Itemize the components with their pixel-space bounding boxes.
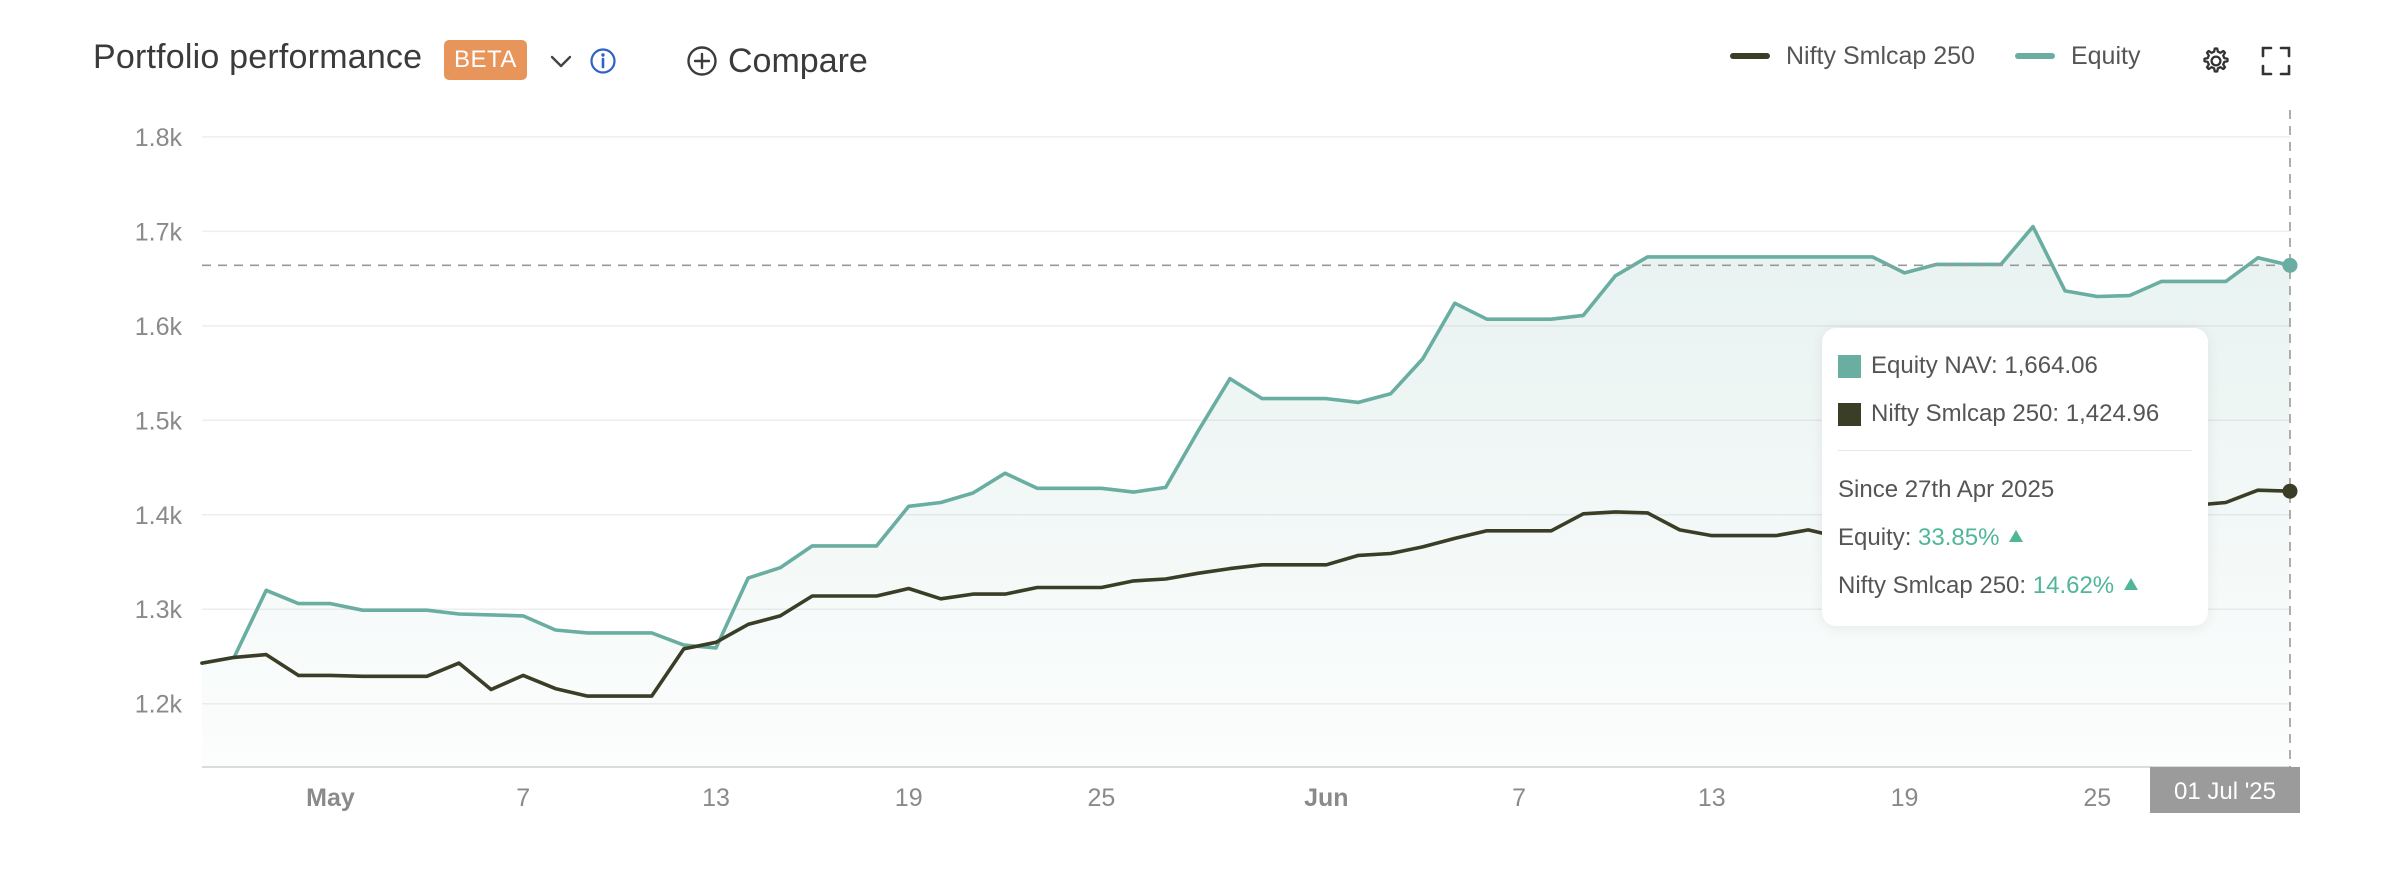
legend-label-equity: Equity [2070, 41, 2141, 70]
x-tick-label: 19 [1891, 784, 1919, 812]
chart-header: Portfolio performance BETA Compare Nifty… [0, 0, 2398, 120]
chart-legend: Nifty Smlcap 250 Equity [1730, 38, 2180, 74]
y-tick-label: 1.5k [135, 407, 183, 435]
crosshair-point-nifty-smlcap-250 [2282, 483, 2298, 499]
crosshair-point-equity [2282, 257, 2298, 273]
tooltip-equity-swatch [1838, 354, 1861, 378]
tooltip-nifty-label: Nifty Smlcap 250: [1871, 400, 2060, 427]
up-arrow-icon [2009, 530, 2024, 542]
tooltip-nifty-return-label: Nifty Smlcap 250: [1838, 572, 2027, 599]
x-tick-label: 7 [516, 784, 530, 812]
fullscreen-icon[interactable] [2260, 45, 2292, 77]
tooltip-nifty-return-value: 14.62% [2032, 572, 2115, 599]
tooltip-nifty-value: 1,424.96 [2065, 400, 2160, 427]
x-tick-label: 25 [1088, 784, 1116, 812]
tooltip-equity-label: Equity NAV: [1871, 352, 1998, 379]
legend-item-nifty[interactable]: Nifty Smlcap 250 [1730, 42, 1975, 71]
chevron-down-icon[interactable] [546, 46, 576, 76]
y-tick-label: 1.7k [135, 218, 183, 246]
tooltip-nifty-return: Nifty Smlcap 250: 14.62% [1838, 572, 2139, 600]
page-title: Portfolio performance [93, 38, 423, 76]
tooltip-nifty-row: Nifty Smlcap 250: 1,424.96 [1838, 400, 2159, 428]
series-line-equity [200, 224, 2292, 665]
gear-icon[interactable] [2200, 45, 2232, 77]
y-tick-label: 1.8k [135, 124, 183, 152]
tooltip-equity-return-value: 33.85% [1918, 524, 2000, 551]
compare-button[interactable]: Compare [686, 38, 868, 84]
x-tick-label: 13 [1698, 784, 1726, 812]
crosshair-date-box [2150, 767, 2300, 813]
legend-swatch-equity [2014, 53, 2055, 59]
tooltip-equity-return-label: Equity: [1838, 524, 1912, 551]
tooltip-equity-row: Equity NAV: 1,664.06 [1838, 352, 2098, 380]
y-tick-label: 1.4k [135, 502, 183, 530]
plus-circle-icon [687, 46, 717, 76]
y-tick-label: 1.6k [135, 313, 183, 341]
x-tick-label: 13 [702, 784, 730, 812]
crosshair: 01 Jul '25 [202, 110, 2300, 813]
legend-swatch-nifty [1730, 53, 1770, 59]
crosshair-date-label: 01 Jul '25 [2174, 778, 2276, 805]
legend-label-nifty: Nifty Smlcap 250 [1786, 41, 1975, 70]
x-tick-label: 19 [895, 784, 923, 812]
tooltip-nifty-swatch [1838, 402, 1861, 426]
up-arrow-icon [2124, 578, 2139, 590]
chart-tooltip: Equity NAV: 1,664.06 Nifty Smlcap 250: 1… [1822, 328, 2208, 626]
y-axis: 1.2k 1.3k 1.4k 1.5k 1.6k 1.7k 1.8k [135, 124, 183, 719]
x-tick-label: May [306, 784, 355, 812]
tooltip-divider [1838, 450, 2192, 451]
legend-item-equity[interactable]: Equity [2014, 41, 2141, 71]
x-tick-label: 7 [1512, 784, 1526, 812]
x-tick-label: Jun [1304, 784, 1348, 812]
beta-badge: BETA [444, 40, 527, 80]
x-axis: May 7 13 19 25 Jun 7 13 19 25 [202, 766, 2290, 812]
tooltip-since-text: Since 27th Apr 2025 [1838, 476, 2055, 503]
tooltip-since: Since 27th Apr 2025 [1838, 476, 2054, 504]
info-icon[interactable] [588, 46, 618, 76]
x-tick-label: 25 [2083, 784, 2111, 812]
tooltip-equity-return: Equity: 33.85% [1838, 524, 2024, 552]
y-tick-label: 1.3k [135, 596, 183, 624]
y-tick-label: 1.2k [135, 691, 183, 719]
tooltip-equity-value: 1,664.06 [2004, 352, 2098, 379]
compare-label: Compare [728, 41, 868, 80]
